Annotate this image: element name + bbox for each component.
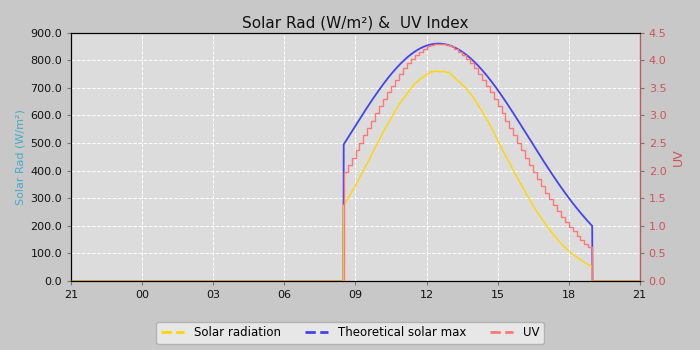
Y-axis label: UV: UV [672, 148, 685, 166]
Legend: Solar radiation, Theoretical solar max, UV: Solar radiation, Theoretical solar max, … [156, 322, 544, 344]
Title: Solar Rad (W/m²) &  UV Index: Solar Rad (W/m²) & UV Index [242, 15, 469, 30]
Y-axis label: Solar Rad (W/m²): Solar Rad (W/m²) [15, 109, 25, 205]
